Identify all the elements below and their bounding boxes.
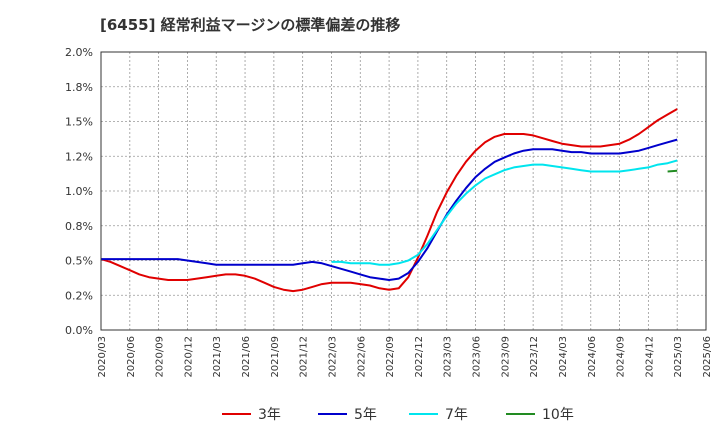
x-tick-label: 2024/03 bbox=[558, 336, 569, 378]
y-tick-label: 0.0% bbox=[65, 324, 93, 337]
x-tick-label: 2024/12 bbox=[644, 336, 655, 378]
x-tick-label: 2023/12 bbox=[529, 336, 540, 378]
x-tick-label: 2020/06 bbox=[126, 336, 137, 378]
legend-label: 3年 bbox=[258, 407, 281, 423]
x-tick-label: 2020/03 bbox=[97, 336, 108, 378]
x-tick-label: 2023/09 bbox=[500, 336, 511, 378]
x-tick-label: 2024/06 bbox=[587, 336, 598, 378]
x-tick-label: 2022/09 bbox=[385, 336, 396, 378]
x-tick-label: 2025/03 bbox=[673, 336, 684, 378]
x-tick-label: 2020/09 bbox=[155, 336, 166, 378]
y-axis-ticks: 0.0% 0.2% 0.5% 0.8% 1.0% 1.2% 1.5% 1.8% 2.0% bbox=[65, 46, 93, 337]
x-tick-label: 2022/06 bbox=[356, 336, 367, 378]
legend: 3年 5年 7年 10年 bbox=[222, 407, 574, 423]
y-tick-label: 1.0% bbox=[65, 185, 93, 198]
y-tick-label: 1.2% bbox=[65, 150, 93, 163]
x-tick-label: 2023/06 bbox=[472, 336, 483, 378]
y-tick-label: 2.0% bbox=[65, 46, 93, 59]
y-tick-label: 1.5% bbox=[65, 116, 93, 129]
chart-title: [6455] 経常利益マージンの標準偏差の推移 bbox=[100, 16, 401, 34]
legend-label: 5年 bbox=[354, 407, 377, 423]
series-line-3年 bbox=[100, 108, 678, 293]
plot-area-border bbox=[100, 51, 707, 331]
x-tick-label: 2020/12 bbox=[183, 336, 194, 378]
x-tick-label: 2025/06 bbox=[702, 336, 713, 378]
y-tick-label: 0.5% bbox=[65, 255, 93, 268]
legend-label: 7年 bbox=[445, 407, 468, 423]
x-tick-label: 2021/09 bbox=[270, 336, 281, 378]
series-line-7年 bbox=[331, 159, 678, 266]
series-line-5年 bbox=[101, 138, 678, 281]
series-line-10年 bbox=[667, 169, 678, 173]
x-tick-label: 2021/12 bbox=[299, 336, 310, 378]
series-lines bbox=[100, 108, 678, 293]
x-tick-label: 2021/03 bbox=[212, 336, 223, 378]
x-tick-label: 2022/03 bbox=[327, 336, 338, 378]
plot-area-background bbox=[101, 52, 706, 330]
x-tick-label: 2024/09 bbox=[616, 336, 627, 378]
x-tick-label: 2023/03 bbox=[443, 336, 454, 378]
x-tick-label: 2021/06 bbox=[241, 336, 252, 378]
x-axis-ticks: 2020/03 2020/06 2020/09 2020/12 2021/03 2021/… bbox=[97, 336, 713, 378]
y-tick-label: 1.8% bbox=[65, 81, 93, 94]
x-tick-label: 2022/12 bbox=[414, 336, 425, 378]
y-tick-label: 0.8% bbox=[65, 220, 93, 233]
y-tick-label: 0.2% bbox=[65, 289, 93, 302]
legend-label: 10年 bbox=[542, 407, 574, 423]
